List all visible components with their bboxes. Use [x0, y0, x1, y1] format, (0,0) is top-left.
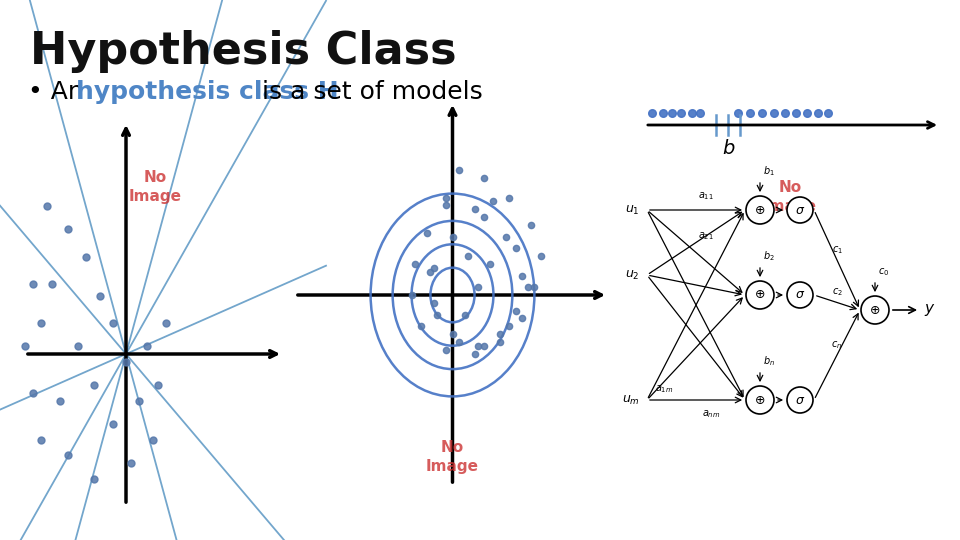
- Text: $c_2$: $c_2$: [831, 287, 843, 299]
- Text: ⊕: ⊕: [755, 288, 765, 301]
- Text: $a_{1m}$: $a_{1m}$: [655, 383, 673, 395]
- Text: b: b: [722, 139, 734, 158]
- Text: is a set of models: is a set of models: [254, 80, 483, 104]
- Text: $u_1$: $u_1$: [625, 204, 640, 217]
- Circle shape: [746, 386, 774, 414]
- Text: $u_m$: $u_m$: [622, 394, 640, 407]
- Text: $b_1$: $b_1$: [763, 164, 775, 178]
- Text: $b_2$: $b_2$: [763, 249, 775, 263]
- Circle shape: [787, 197, 813, 223]
- Text: ⊕: ⊕: [870, 303, 880, 316]
- Circle shape: [787, 282, 813, 308]
- Text: $c_n$: $c_n$: [831, 339, 843, 351]
- Text: No
Image: No Image: [129, 170, 181, 204]
- Text: Hypothesis Class: Hypothesis Class: [30, 30, 457, 73]
- Text: $a_{21}$: $a_{21}$: [698, 231, 713, 242]
- Text: $y$: $y$: [924, 302, 936, 318]
- Circle shape: [746, 196, 774, 224]
- Text: $\sigma$: $\sigma$: [795, 394, 805, 407]
- Text: $u_2$: $u_2$: [626, 268, 640, 281]
- Text: $\sigma$: $\sigma$: [795, 288, 805, 301]
- Text: ⊕: ⊕: [755, 394, 765, 407]
- Text: No
Image: No Image: [425, 440, 478, 474]
- Text: $c_0$: $c_0$: [878, 266, 889, 278]
- Circle shape: [746, 281, 774, 309]
- Circle shape: [787, 387, 813, 413]
- Circle shape: [861, 296, 889, 324]
- Text: $c_1$: $c_1$: [831, 244, 843, 256]
- Text: hypothesis class H: hypothesis class H: [76, 80, 339, 104]
- Text: $\sigma$: $\sigma$: [795, 204, 805, 217]
- Text: $a_{nm}$: $a_{nm}$: [703, 408, 721, 420]
- Text: $a_{11}$: $a_{11}$: [698, 190, 713, 202]
- Text: • An: • An: [28, 80, 92, 104]
- Text: No
Image: No Image: [763, 180, 817, 214]
- Text: ⊕: ⊕: [755, 204, 765, 217]
- Text: $b_n$: $b_n$: [763, 354, 775, 368]
